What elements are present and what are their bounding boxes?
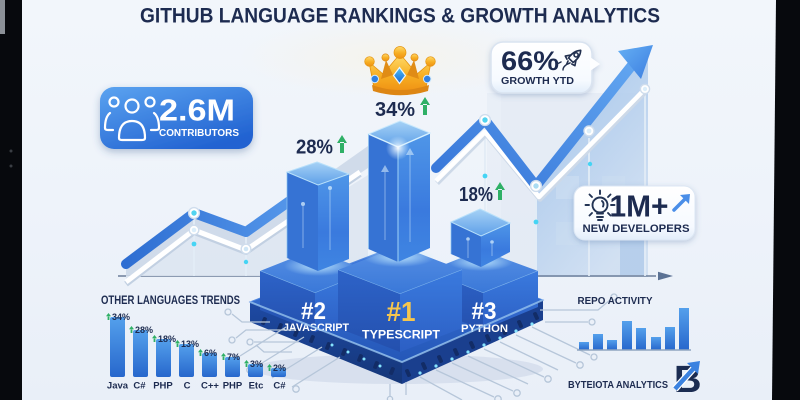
svg-text:#3: #3	[472, 298, 497, 325]
svg-text:GROWTH YTD: GROWTH YTD	[501, 75, 574, 87]
svg-text:28%: 28%	[296, 137, 333, 159]
svg-text:C#: C#	[133, 381, 146, 392]
svg-text:TYPESCRIPT: TYPESCRIPT	[362, 328, 441, 342]
svg-text:OTHER LANGUAGES TRENDS: OTHER LANGUAGES TRENDS	[101, 293, 240, 307]
svg-text:C#: C#	[273, 381, 286, 392]
svg-text:PHP: PHP	[223, 381, 243, 392]
svg-text:CONTRIBUTORS: CONTRIBUTORS	[159, 128, 239, 139]
svg-text:6%: 6%	[204, 348, 217, 358]
svg-text:#2: #2	[301, 298, 326, 325]
svg-text:3%: 3%	[250, 359, 263, 369]
svg-text:C: C	[184, 381, 191, 392]
svg-text:2.6M: 2.6M	[159, 93, 235, 128]
svg-text:BYTEIOTA ANALYTICS: BYTEIOTA ANALYTICS	[568, 379, 668, 391]
svg-text:#1: #1	[387, 296, 416, 327]
svg-text:PHP: PHP	[153, 381, 173, 392]
svg-text:28%: 28%	[135, 325, 153, 335]
svg-text:Java: Java	[107, 381, 129, 392]
svg-text:18%: 18%	[158, 334, 176, 344]
svg-text:34%: 34%	[112, 312, 130, 322]
svg-text:34%: 34%	[375, 98, 415, 121]
svg-text:18%: 18%	[459, 184, 493, 206]
svg-text:7%: 7%	[227, 352, 240, 362]
svg-text:GITHUB LANGUAGE RANKINGS & GRO: GITHUB LANGUAGE RANKINGS & GROWTH ANALYT…	[140, 5, 660, 28]
svg-text:Etc: Etc	[249, 381, 264, 392]
svg-text:1M+: 1M+	[610, 189, 669, 224]
svg-text:C++: C++	[201, 381, 219, 392]
svg-text:REPO ACTIVITY: REPO ACTIVITY	[578, 295, 653, 307]
svg-text:66%: 66%	[501, 46, 559, 76]
svg-text:NEW DEVELOPERS: NEW DEVELOPERS	[583, 223, 690, 235]
svg-text:PYTHON: PYTHON	[461, 323, 508, 335]
svg-text:2%: 2%	[273, 363, 286, 373]
svg-text:13%: 13%	[181, 339, 199, 349]
